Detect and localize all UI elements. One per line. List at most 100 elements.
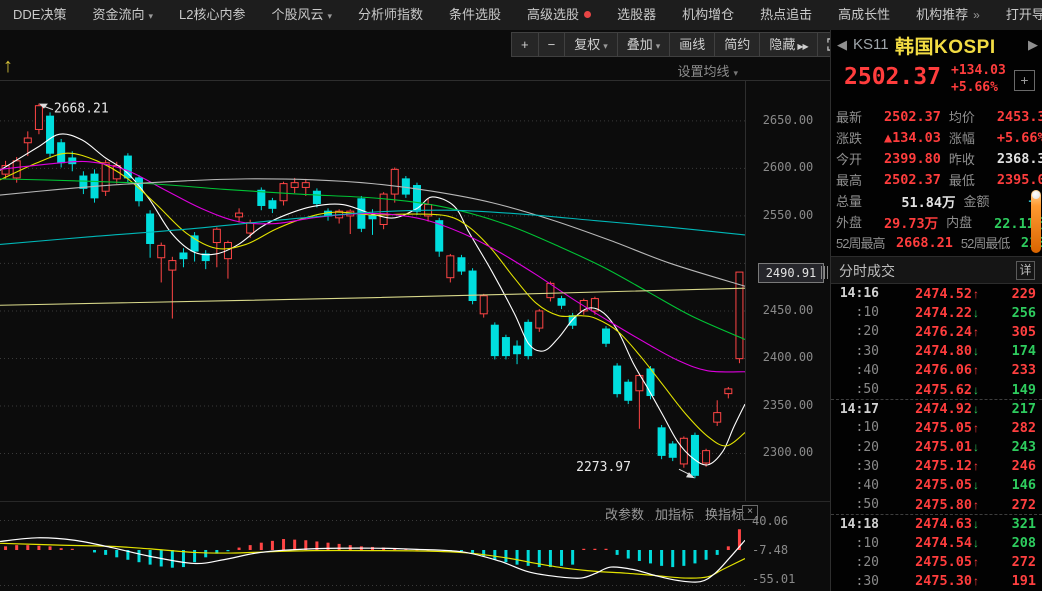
trade-price: 2475.05: [915, 554, 972, 571]
trade-direction-up-arrow-icon: ↑: [973, 459, 979, 474]
menu-item-label: DDE决策: [13, 7, 67, 22]
quote-value: 2368.34: [996, 150, 1042, 167]
trade-price: 2474.52: [915, 285, 972, 302]
time-sales-row: :10 2475.05 ↑ 282: [831, 418, 1042, 437]
chevron-down-icon: ▾: [655, 41, 661, 51]
menu-item[interactable]: 机构增仓: [669, 0, 747, 30]
quote-panel: ◀ KS11 韩国KOSPI ▶ 2502.37 +134.03 +5.66% …: [830, 30, 1042, 591]
trade-price: 2474.92: [915, 401, 972, 418]
trade-price: 2475.05: [915, 477, 972, 494]
menu-item[interactable]: 高成长性: [825, 0, 903, 30]
toolbar-button[interactable]: 叠加 ▾: [616, 32, 671, 57]
macd-chart[interactable]: [0, 519, 745, 591]
menu-item[interactable]: 资金流向 ▾: [79, 0, 166, 31]
trade-time: :40: [855, 477, 879, 493]
menu-item-label: 分析师指数: [358, 7, 424, 22]
time-sales-list[interactable]: 14:16 2474.52 ↑ 229:10 2474.22 ↓ 256:20 2476.24…: [831, 284, 1042, 591]
menu-item[interactable]: 机构推荐 »: [903, 0, 993, 30]
ma-settings-button[interactable]: 设置均线 ▾: [677, 61, 738, 80]
scrollbar-thumb[interactable]: [1031, 190, 1041, 253]
indicator-buttons: 改参数 加指标 换指标: [605, 504, 744, 523]
indicator-button[interactable]: 加指标: [655, 507, 695, 522]
toolbar-button[interactable]: 隐藏 ▶▶: [759, 32, 818, 57]
top-menu-right: 打开导航返回: [993, 0, 1042, 30]
axis-grip-handle[interactable]: [821, 266, 828, 280]
menu-item-label: 资金流向: [92, 6, 145, 22]
trade-direction-down-arrow-icon: ↓: [973, 402, 979, 417]
toolbar-button-label: 叠加: [626, 37, 653, 52]
plot-area: 2668.21 2273.97 2490.91 2650.00 2600.00 255…: [0, 80, 830, 591]
toolbar-button[interactable]: 简约: [714, 32, 761, 57]
trade-volume: 149: [1011, 381, 1036, 398]
trade-price: 2475.01: [915, 439, 972, 456]
trade-volume: 256: [1011, 304, 1036, 321]
trade-time: :10: [855, 535, 879, 551]
menu-item[interactable]: 打开导航: [1005, 7, 1042, 22]
menu-item[interactable]: L2核心内参: [166, 0, 258, 30]
chevron-down-icon: ▾: [603, 41, 608, 51]
toolbar-button[interactable]: 复权 ▾: [564, 32, 618, 57]
indicator-button[interactable]: 换指标: [705, 507, 745, 522]
quote-label: 52周最低: [960, 236, 1010, 251]
security-name: 韩国KOSPI: [895, 37, 996, 58]
menu-item-label: 选股器: [617, 7, 657, 22]
last-price-label[interactable]: 2490.91: [758, 263, 824, 284]
trade-volume: 272: [1011, 554, 1036, 571]
menu-item[interactable]: DDE决策: [0, 0, 79, 30]
trade-direction-up-arrow-icon: ↑: [973, 574, 979, 589]
quote-value: 51.84万: [901, 194, 956, 211]
trade-direction-up-arrow-icon: ↑: [973, 555, 979, 570]
quote-value: 29.73万: [884, 215, 939, 232]
candlestick-chart[interactable]: 2668.21 2273.97: [0, 81, 745, 501]
menu-item[interactable]: 分析师指数: [345, 0, 436, 30]
menu-item-label: 条件选股: [449, 7, 502, 22]
time-sales-row: :20 2475.01 ↓ 243: [831, 438, 1042, 457]
menu-item[interactable]: 热点追击: [747, 0, 825, 30]
menu-item[interactable]: 选股器: [604, 0, 669, 30]
quote-row: 最新 2502.37 均价 2453.37: [831, 106, 1042, 127]
toolbar-button-label: 复权: [574, 37, 601, 52]
price-axis-tick: 2400.00: [762, 350, 814, 365]
add-button[interactable]: +: [1014, 70, 1035, 91]
trade-time: :10: [855, 420, 879, 436]
detail-button[interactable]: 详: [1016, 261, 1035, 280]
quote-value: 2453.37: [996, 108, 1042, 125]
menu-item-label: 机构增仓: [682, 7, 735, 22]
trade-price: 2474.80: [915, 343, 972, 360]
menu-item[interactable]: 条件选股: [436, 0, 514, 30]
indicator-button[interactable]: 改参数: [605, 507, 645, 522]
trade-price: 2474.54: [915, 535, 972, 552]
price-axis: 2490.91 2650.00 2600.00 2550.00 2450.00 2400…: [745, 81, 830, 501]
menu-item[interactable]: 高级选股: [514, 0, 604, 30]
menu-item[interactable]: 个股风云 ▾: [258, 0, 345, 31]
quote-grid: 最新 2502.37 均价 2453.37 涨跌 ▲134.03 涨幅 +5.66% 今开 239…: [831, 106, 1042, 253]
time-sales-row: :10 2474.54 ↓ 208: [831, 533, 1042, 552]
toolbar-button-label: 隐藏: [769, 37, 796, 52]
trade-time: :20: [855, 324, 879, 340]
trade-price: 2475.30: [915, 573, 972, 590]
time-sales-header: 分时成交 详: [831, 256, 1042, 284]
menu-item-label: 高级选股: [527, 7, 580, 22]
trade-direction-up-arrow-icon: ↑: [973, 363, 979, 378]
quote-label: 均价: [948, 110, 975, 125]
trade-time: 14:17: [839, 401, 879, 417]
quote-value: ▲134.03: [884, 129, 941, 146]
price-axis-tick: 2650.00: [762, 112, 814, 127]
toolbar-button[interactable]: +: [511, 32, 539, 57]
double-chevron-icon: »: [973, 8, 980, 22]
trade-time: 14:18: [839, 516, 879, 532]
quote-label: 外盘: [836, 215, 863, 230]
trade-volume: 305: [1011, 323, 1036, 340]
price-axis-tick: 2300.00: [762, 445, 814, 460]
quote-label: 涨幅: [948, 131, 975, 146]
toolbar-button[interactable]: 画线: [669, 32, 716, 57]
next-security-arrow-icon[interactable]: ▶: [1028, 37, 1038, 52]
trade-time: :30: [855, 458, 879, 474]
close-icon[interactable]: ×: [742, 505, 758, 520]
toolbar-button[interactable]: −: [537, 32, 566, 57]
trade-time: :30: [855, 573, 879, 589]
quote-value: 2399.80: [884, 150, 941, 167]
toolbar-button-label: +: [521, 37, 529, 52]
prev-security-arrow-icon[interactable]: ◀: [837, 37, 847, 52]
